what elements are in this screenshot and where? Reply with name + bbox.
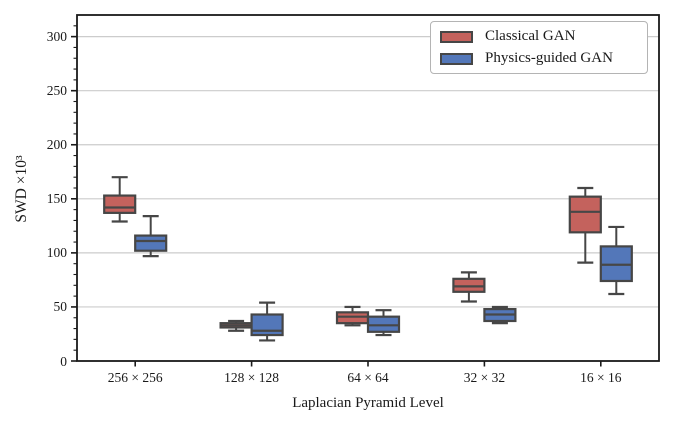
- x-tick-label-32-32: 32 × 32: [463, 370, 506, 385]
- physics-guided-gan-box-64-64: [366, 309, 401, 337]
- physics-guided-gan-box-256-256: [134, 215, 168, 258]
- axes-frame: [76, 14, 660, 362]
- x-tick-label-64-64: 64 × 64: [347, 370, 389, 385]
- classical-gan-box-32-32: [452, 271, 486, 303]
- y-tick-label-250: 250: [46, 83, 67, 99]
- y-tick-label-150: 150: [46, 191, 67, 207]
- y-tick-label-100: 100: [46, 245, 67, 261]
- legend: Classical GAN Physics-guided GAN: [430, 21, 648, 74]
- y-tick-label-0: 0: [60, 353, 67, 369]
- x-tick-label-128-128: 128 × 128: [224, 370, 280, 385]
- legend-entry-physics-guided-gan: Physics-guided GAN: [440, 50, 638, 67]
- legend-swatch-classical-gan: [440, 30, 473, 43]
- physics-guided-gan-box-128-128: [250, 301, 284, 342]
- physics-guided-gan-box-32-32: [483, 305, 517, 325]
- x-axis-label: Laplacian Pyramid Level: [292, 395, 444, 411]
- legend-label-physics-guided-gan: Physics-guided GAN: [485, 50, 613, 66]
- x-tick-label-16-16: 16 × 16: [580, 370, 622, 385]
- y-tick-label-50: 50: [53, 299, 68, 315]
- y-tick-label-300: 300: [46, 29, 67, 45]
- classical-gan-box-256-256: [103, 176, 137, 223]
- legend-label-classical-gan: Classical GAN: [485, 28, 576, 44]
- legend-entry-classical-gan: Classical GAN: [440, 28, 638, 45]
- classical-gan-box-64-64: [335, 305, 370, 327]
- physics-guided-gan-box-16-16: [599, 225, 633, 296]
- x-tick-label-256-256: 256 × 256: [107, 370, 163, 385]
- classical-gan-box-128-128: [219, 319, 253, 332]
- legend-swatch-physics-guided-gan: [440, 52, 473, 65]
- classical-gan-box-16-16: [568, 186, 602, 264]
- y-tick-label-200: 200: [46, 137, 67, 153]
